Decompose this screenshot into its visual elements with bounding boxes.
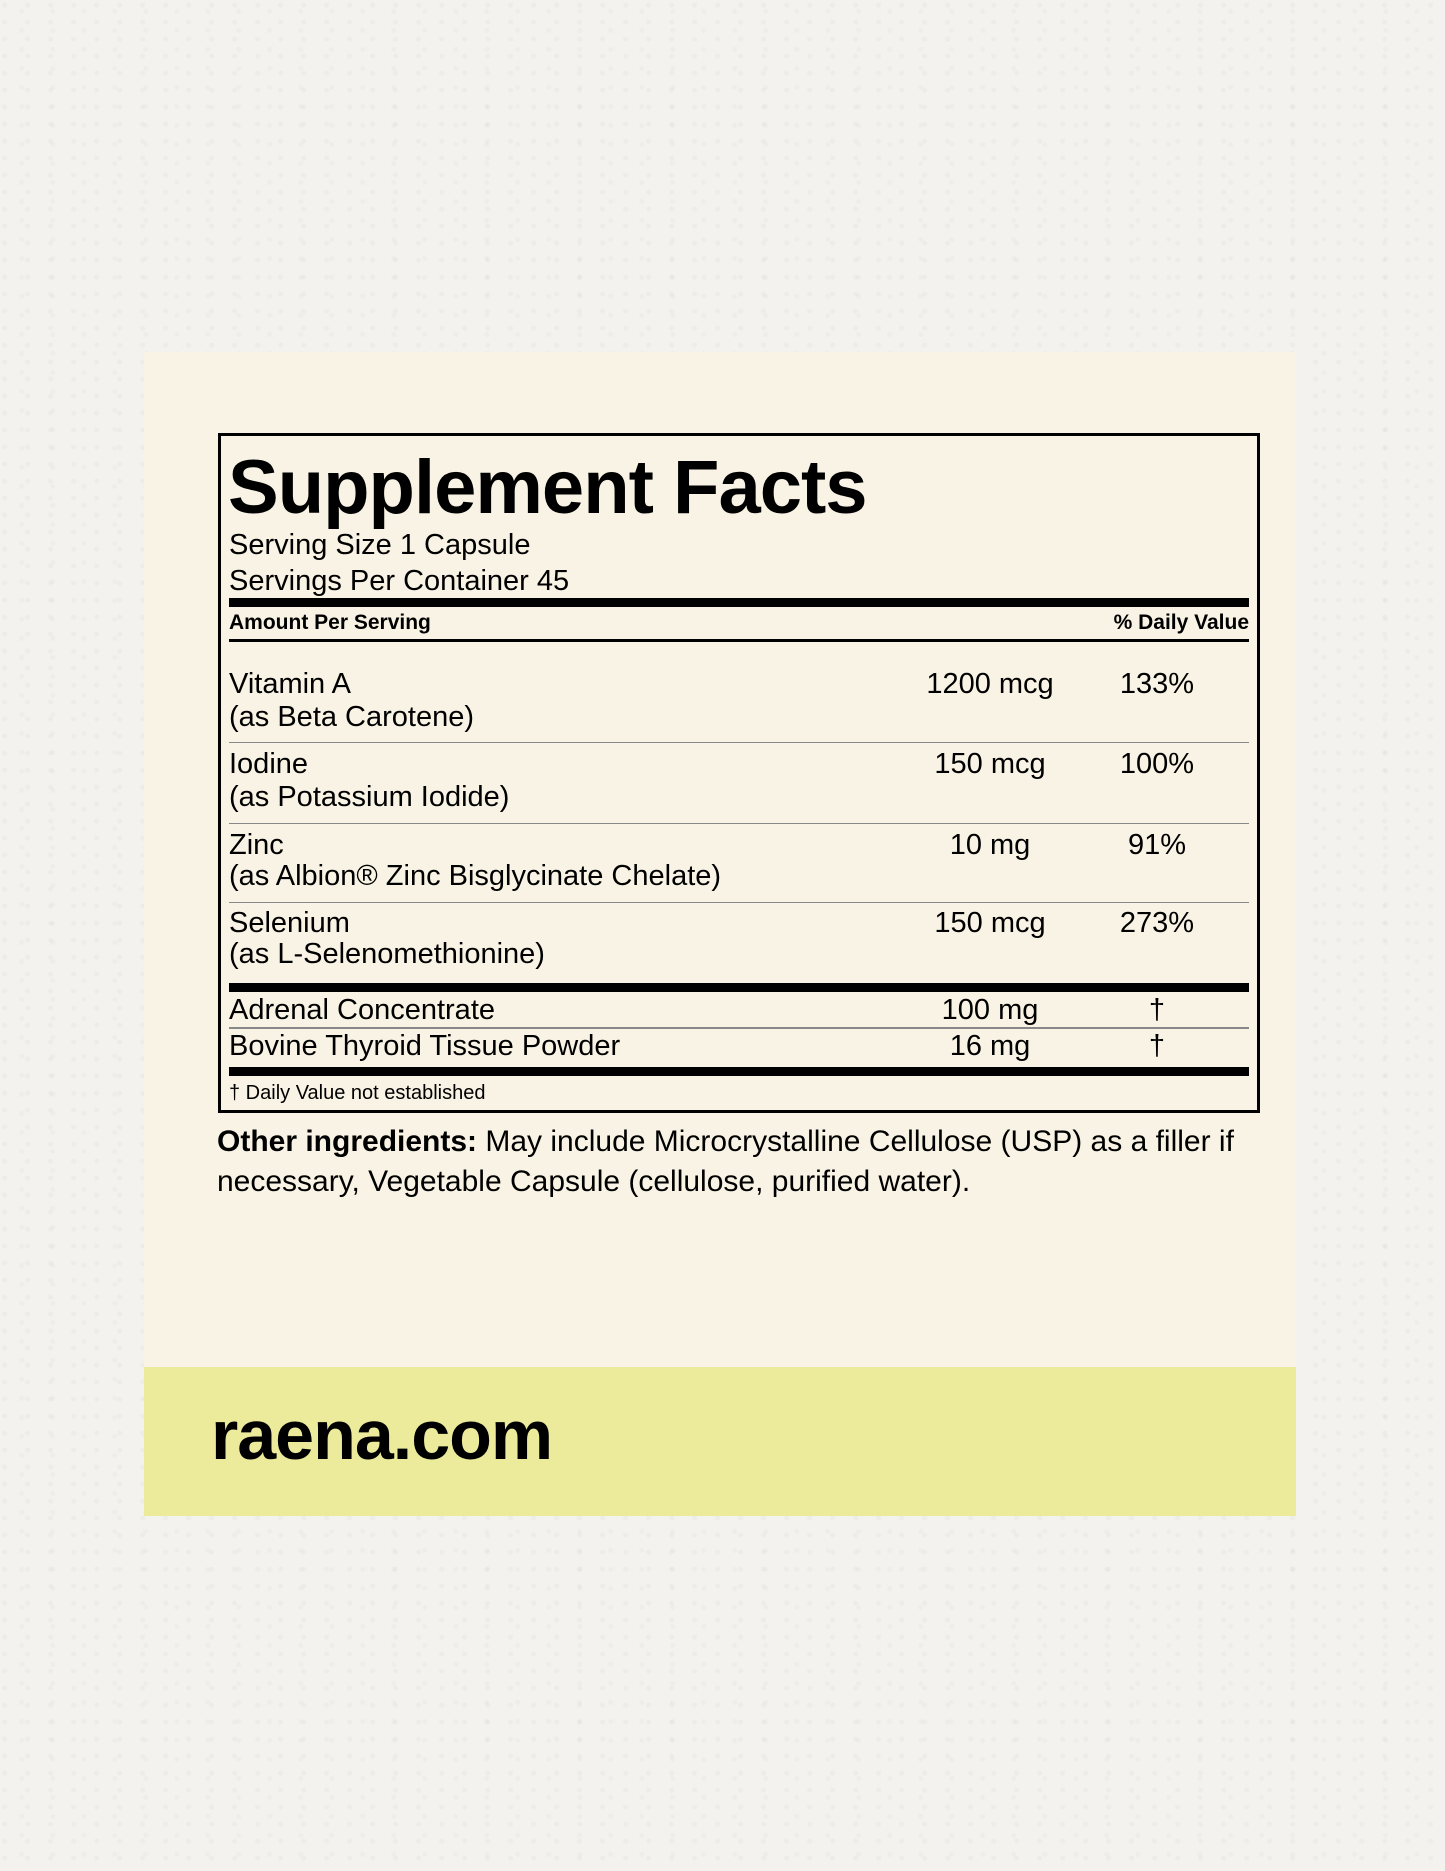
row-divider (229, 902, 1249, 903)
row-divider (229, 1027, 1249, 1029)
row-divider (229, 742, 1249, 743)
other-ingredients-text: May include Microcrystalline Cellulose (… (217, 1125, 1234, 1198)
website-text: raena.com (211, 1396, 553, 1474)
serving-size: Serving Size 1 Capsule (229, 529, 531, 561)
nutrient-source: (as L-Selenomethionine) (229, 938, 545, 970)
ingredient-dv: † (1148, 994, 1166, 1026)
ingredient-name: Adrenal Concentrate (229, 994, 495, 1026)
thick-divider (229, 598, 1249, 607)
nutrient-source: (as Potassium Iodide) (229, 781, 510, 813)
nutrient-name: Selenium (229, 907, 350, 939)
nutrient-source: (as Beta Carotene) (229, 701, 475, 733)
ingredient-dv: † (1148, 1030, 1166, 1062)
panel-title: Supplement Facts (228, 445, 868, 530)
nutrient-amount: 1200 mcg (926, 668, 1054, 700)
header-amount: Amount Per Serving (229, 611, 431, 634)
nutrient-amount: 10 mg (949, 829, 1031, 861)
nutrient-dv: 91% (1127, 829, 1187, 861)
other-ingredients-label: Other ingredients: (217, 1125, 478, 1158)
nutrient-amount: 150 mcg (934, 907, 1046, 939)
header-dv: % Daily Value (1113, 611, 1249, 634)
thin-divider (229, 639, 1249, 642)
brand-band (144, 1367, 1296, 1516)
nutrient-dv: 133% (1119, 668, 1195, 700)
nutrient-name: Vitamin A (229, 668, 351, 700)
nutrient-dv: 100% (1119, 748, 1195, 780)
supplement-facts-panel (218, 433, 1260, 1113)
servings-per-container: Servings Per Container 45 (229, 565, 570, 597)
ingredient-amount: 16 mg (949, 1030, 1031, 1062)
nutrient-source: (as Albion® Zinc Bisglycinate Chelate) (229, 860, 722, 892)
ingredient-amount: 100 mg (941, 994, 1039, 1026)
nutrient-amount: 150 mcg (934, 748, 1046, 780)
thick-divider (229, 1067, 1249, 1076)
label-card (144, 352, 1296, 1367)
other-ingredients: Other ingredients: May include Microcrys… (217, 1122, 1277, 1202)
ingredient-name: Bovine Thyroid Tissue Powder (229, 1030, 621, 1062)
row-divider (229, 823, 1249, 824)
nutrient-dv: 273% (1119, 907, 1195, 939)
nutrient-name: Iodine (229, 748, 309, 780)
nutrient-name: Zinc (229, 829, 284, 861)
thick-divider (229, 983, 1249, 992)
footnote: † Daily Value not established (229, 1082, 486, 1104)
